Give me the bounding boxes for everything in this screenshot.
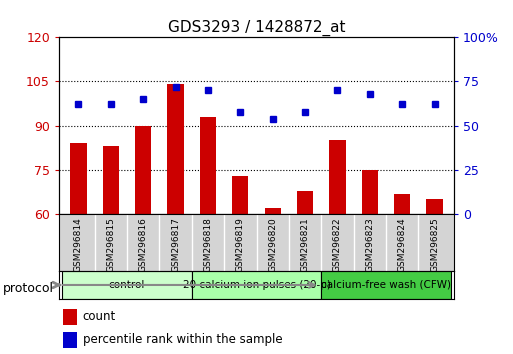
Text: GSM296820: GSM296820 — [268, 217, 277, 272]
Bar — [192, 271, 321, 299]
Bar — [70, 143, 87, 214]
Text: count: count — [83, 310, 116, 323]
Text: GSM296819: GSM296819 — [236, 217, 245, 272]
Bar — [394, 194, 410, 214]
Bar — [297, 190, 313, 214]
Text: protocol: protocol — [3, 282, 53, 295]
Bar — [321, 271, 451, 299]
Bar — [63, 309, 77, 325]
Bar — [103, 146, 119, 214]
Bar — [62, 271, 192, 299]
Bar — [63, 332, 77, 348]
Bar — [362, 170, 378, 214]
Text: calcium-free wash (CFW): calcium-free wash (CFW) — [321, 280, 451, 290]
Bar — [329, 141, 346, 214]
Text: GSM296823: GSM296823 — [365, 217, 374, 272]
Text: 20 calcium ion pulses (20-p): 20 calcium ion pulses (20-p) — [183, 280, 330, 290]
Text: percentile rank within the sample: percentile rank within the sample — [83, 333, 282, 346]
Text: GSM296818: GSM296818 — [204, 217, 212, 272]
Title: GDS3293 / 1428872_at: GDS3293 / 1428872_at — [168, 19, 345, 36]
Bar — [265, 208, 281, 214]
Text: GSM296814: GSM296814 — [74, 217, 83, 272]
Bar — [200, 117, 216, 214]
Bar — [426, 199, 443, 214]
Text: GSM296824: GSM296824 — [398, 217, 407, 272]
Bar — [167, 84, 184, 214]
Text: GSM296821: GSM296821 — [301, 217, 309, 272]
Text: GSM296815: GSM296815 — [106, 217, 115, 272]
Bar — [232, 176, 248, 214]
Text: control: control — [109, 280, 145, 290]
Text: GSM296816: GSM296816 — [139, 217, 148, 272]
Text: GSM296817: GSM296817 — [171, 217, 180, 272]
Bar — [135, 126, 151, 214]
Text: GSM296825: GSM296825 — [430, 217, 439, 272]
Text: GSM296822: GSM296822 — [333, 217, 342, 272]
